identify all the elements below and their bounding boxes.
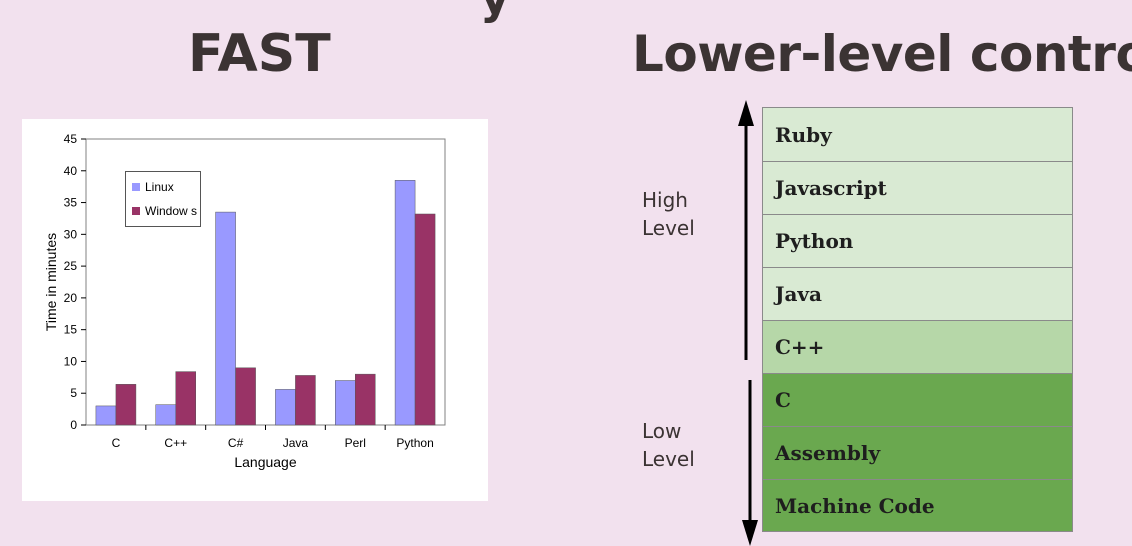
bar-linux-cx (215, 211, 236, 426)
x-tick-label: C (112, 436, 121, 450)
bar-linux-java (275, 389, 296, 426)
language-row-ruby: Ruby (762, 107, 1073, 161)
bar-windows-c (115, 384, 137, 426)
low-level-text-line-1: Level (642, 447, 695, 471)
language-row-java: Java (762, 267, 1073, 320)
high-level-label-text: High Level (642, 186, 722, 242)
y-tick-label: 5 (70, 386, 77, 400)
legend-label-windows: Window s (145, 204, 198, 218)
y-axis-label: Time in minutes (43, 233, 59, 331)
y-tick-label: 10 (64, 354, 78, 368)
x-tick-label: Python (396, 436, 433, 450)
language-row-c-: C++ (762, 320, 1073, 373)
language-row-assembly: Assembly (762, 426, 1073, 479)
bar-windows-perl (355, 373, 376, 426)
y-tick-label: 45 (64, 132, 78, 146)
bar-windows-java (295, 375, 316, 426)
y-tick-label: 40 (64, 164, 78, 178)
language-speed-chart: 0 5 10 15 20 25 30 35 40 45 C C++ C# Java Perl Python La… (22, 119, 488, 501)
slide-title-fragment: y (480, 0, 510, 24)
chart-legend: Linux Window s (125, 171, 201, 227)
bar-linux-python (394, 180, 416, 426)
language-row-python: Python (762, 214, 1073, 267)
high-level-text-line-0: High (642, 188, 688, 212)
low-level-label: Low Level (642, 417, 722, 473)
language-row-machine-code: Machine Code (762, 479, 1073, 532)
y-tick-label: 25 (64, 259, 78, 273)
y-tick-label: 35 (64, 196, 78, 210)
x-axis-label: Language (234, 454, 297, 470)
legend-swatch-linux (132, 183, 140, 191)
bar-windows-cx (235, 367, 256, 426)
legend-label-linux: Linux (145, 180, 174, 194)
lower-level-control-heading: Lower-level control (632, 25, 1132, 83)
low-level-text-line-0: Low (642, 419, 682, 443)
x-tick-label: Perl (345, 436, 366, 450)
chart-svg: 0 5 10 15 20 25 30 35 40 45 C C++ C# Java Perl Python La… (43, 132, 446, 470)
y-tick-label: 15 (64, 323, 78, 337)
fast-heading: FAST (188, 24, 331, 84)
x-tick-label: Java (283, 436, 309, 450)
low-level-label-text: Low Level (642, 417, 722, 473)
bar-windows-python (414, 213, 436, 426)
bar-windows-cx (175, 371, 196, 426)
y-tick-label: 30 (64, 227, 78, 241)
bar-linux-cx (155, 404, 176, 426)
language-row-c: C (762, 373, 1073, 426)
bar-linux-perl (335, 380, 356, 426)
language-level-stack: Ruby Javascript Python Java C++ C Assembly Mach… (762, 107, 1073, 532)
x-tick-label: C++ (164, 436, 187, 450)
x-tick-label: C# (228, 436, 244, 450)
high-level-text-line-1: Level (642, 216, 695, 240)
legend-item-windows: Window s (132, 204, 197, 218)
language-row-javascript: Javascript (762, 161, 1073, 214)
y-tick-label: 0 (70, 418, 77, 432)
legend-item-linux: Linux (132, 180, 174, 194)
up-arrow-icon (738, 100, 754, 360)
down-arrow-icon (742, 380, 758, 546)
high-level-label: High Level (642, 186, 722, 242)
bar-linux-c (95, 405, 117, 426)
legend-swatch-windows (132, 207, 140, 215)
y-tick-label: 20 (64, 291, 78, 305)
